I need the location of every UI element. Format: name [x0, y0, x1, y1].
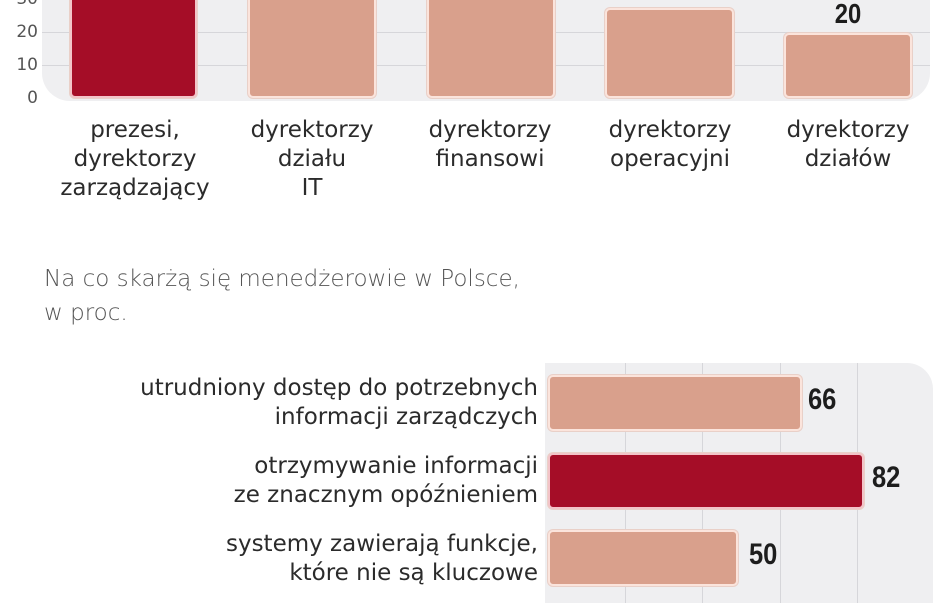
y-tick-20: 20 — [16, 22, 38, 42]
y-tick-10: 10 — [16, 55, 38, 75]
y-label-utrudniony-dostep: utrudniony dostęp do potrzebnych informa… — [140, 375, 538, 430]
bar-dyrektorzy-operacyjni — [605, 8, 734, 98]
bar-opoznienie — [548, 453, 864, 509]
y-tick-0: 0 — [27, 88, 38, 108]
value-label-opoznienie: 82 — [872, 461, 901, 494]
y-label-funkcje: systemy zawierają funkcje, które nie są … — [225, 531, 538, 586]
x-label-dyrektorzy-finansowi: dyrektorzy finansowi — [428, 117, 552, 172]
bar-dyrektorzy-finansowi — [427, 0, 555, 98]
value-label-utrudniony-dostep: 66 — [808, 383, 837, 416]
bar-dyrektorzy-it — [248, 0, 376, 98]
y-label-opoznienie: otrzymywanie informacji ze znacznym opóź… — [233, 453, 538, 508]
x-label-prezesi: prezesi, dyrektorzy zarządzający — [60, 117, 210, 201]
value-label-funkcje: 50 — [749, 538, 778, 571]
x-label-dyrektorzy-dzialow: dyrektorzy działów — [786, 117, 910, 172]
chart-subtitle: Na co skarżą się menedżerowie w Polsce, … — [44, 266, 520, 326]
x-label-dyrektorzy-operacyjni: dyrektorzy operacyjni — [608, 117, 732, 172]
bar-prezesi — [70, 0, 197, 98]
y-tick-30: 30 — [0, 0, 38, 9]
value-label-dyrektorzy-dzialow: 20 — [834, 0, 862, 29]
bar-dyrektorzy-dzialow — [784, 33, 912, 98]
bar-utrudniony-dostep — [548, 375, 802, 431]
bar-funkcje — [548, 530, 738, 586]
x-label-dyrektorzy-it: dyrektorzy działu IT — [250, 117, 374, 201]
